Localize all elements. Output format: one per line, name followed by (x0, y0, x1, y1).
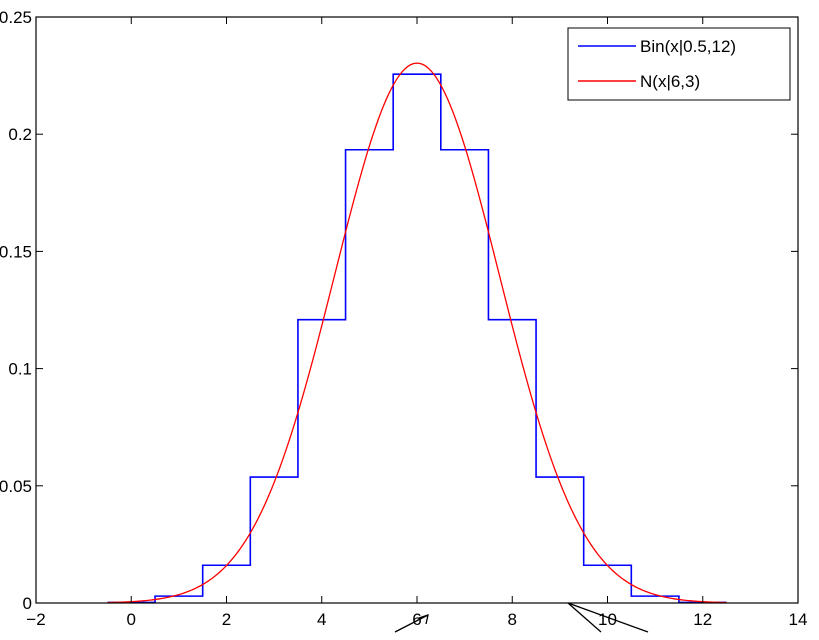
x-tick-label: 4 (317, 610, 326, 629)
x-tick-label: 10 (598, 610, 617, 629)
y-tick-label: 0.25 (0, 8, 32, 27)
legend-label-bin: Bin(x|0.5,12) (640, 37, 736, 56)
series-layer (107, 62, 727, 604)
x-tick-label: 6 (412, 610, 421, 629)
annotation-arrows (394, 602, 649, 633)
y-tick-label: 0 (23, 594, 32, 613)
y-tick-label: 0.15 (0, 242, 32, 261)
x-tick-label: 0 (127, 610, 136, 629)
series-line-normal (107, 62, 727, 604)
x-tick-label: 2 (222, 610, 231, 629)
plot-area (36, 17, 798, 603)
x-tick-label: 8 (508, 610, 517, 629)
y-tick-label: 0.1 (8, 360, 32, 379)
legend: Bin(x|0.5,12) N(x|6,3) (567, 27, 791, 101)
y-tick-label: 0.05 (0, 477, 32, 496)
x-tick-label: 12 (693, 610, 712, 629)
annotation-arrow-right-a (567, 602, 602, 633)
annotation-arrow-right-b (567, 602, 649, 633)
series-line-bin (107, 73, 727, 604)
y-tick-label: 0.2 (8, 125, 32, 144)
x-tick-label: −2 (26, 610, 45, 629)
legend-box (567, 27, 791, 101)
x-tick-label: 14 (789, 610, 808, 629)
legend-label-normal: N(x|6,3) (640, 72, 700, 91)
annotation-arrow-left (394, 614, 429, 633)
